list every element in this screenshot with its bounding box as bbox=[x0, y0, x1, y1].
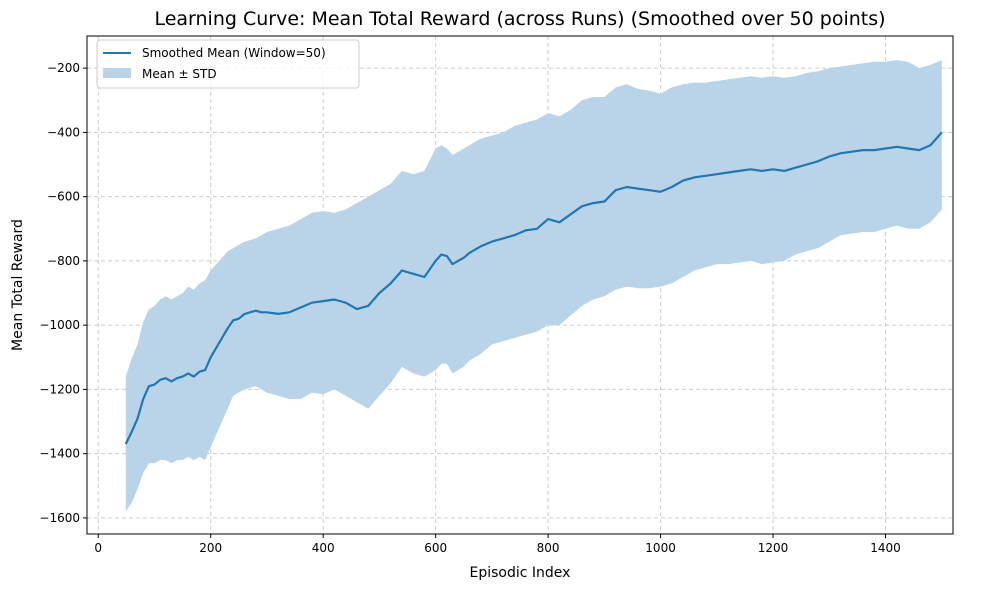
legend: Smoothed Mean (Window=50) Mean ± STD bbox=[96, 39, 360, 89]
x-tick-label: 1400 bbox=[870, 541, 901, 555]
y-tick-label: −800 bbox=[47, 254, 80, 268]
x-tick-label: 400 bbox=[312, 541, 335, 555]
y-tick-label: −1200 bbox=[39, 382, 80, 396]
legend-band-swatch bbox=[103, 68, 131, 78]
x-tick-label: 1000 bbox=[645, 541, 676, 555]
plot-frame bbox=[86, 35, 954, 535]
std-band-layer bbox=[125, 60, 942, 512]
x-tick-label: 200 bbox=[199, 541, 222, 555]
legend-box bbox=[96, 39, 360, 89]
legend-entry-smoothed-mean: Smoothed Mean (Window=50) bbox=[142, 46, 326, 60]
chart-title: Learning Curve: Mean Total Reward (acros… bbox=[154, 8, 885, 30]
y-tick-label: −200 bbox=[47, 61, 80, 75]
x-tick-label: 1200 bbox=[758, 541, 789, 555]
y-tick-label: −1400 bbox=[39, 447, 80, 461]
x-tick-label: 600 bbox=[424, 541, 447, 555]
legend-entry-mean-std: Mean ± STD bbox=[142, 67, 217, 81]
y-axis-ticks: −1600 −1400 −1200 −1000 −800 −600 −400 −200 bbox=[39, 61, 87, 525]
x-axis-title: Episodic Index bbox=[470, 565, 571, 581]
std-band bbox=[125, 60, 942, 512]
x-tick-label: 800 bbox=[537, 541, 560, 555]
y-axis-title: Mean Total Reward bbox=[10, 219, 26, 351]
y-tick-label: −600 bbox=[47, 190, 80, 204]
y-tick-label: −1000 bbox=[39, 318, 80, 332]
x-tick-label: 0 bbox=[94, 541, 102, 555]
smoothed-mean-line bbox=[124, 131, 943, 445]
x-axis-ticks: 0 200 400 600 800 1000 1200 1400 bbox=[94, 534, 901, 555]
y-tick-label: −1600 bbox=[39, 511, 80, 525]
mean-line-layer bbox=[124, 131, 943, 445]
y-tick-label: −400 bbox=[47, 125, 80, 139]
